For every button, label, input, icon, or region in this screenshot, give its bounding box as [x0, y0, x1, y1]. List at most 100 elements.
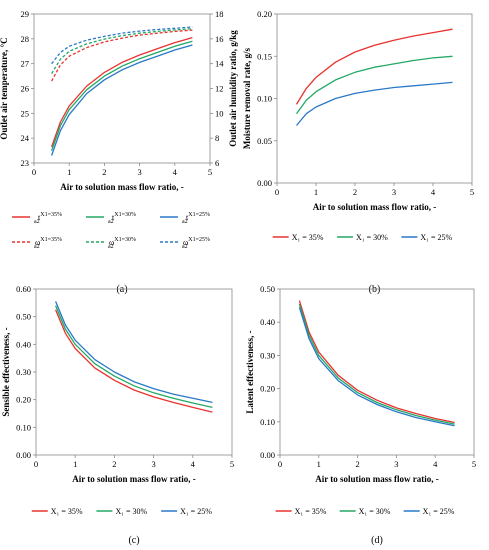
series-line-c-3: [54, 301, 213, 404]
x-tick-label: 5: [472, 459, 476, 469]
legend-label: tX1=25% a2: [182, 212, 210, 225]
x-axis-label: Air to solution mass flow ratio, -: [315, 474, 439, 484]
x-tick-label: 0: [34, 459, 38, 469]
x-tick-label: 3: [151, 459, 155, 469]
x-tick-label: 2: [355, 459, 359, 469]
panel-caption: (c): [128, 535, 139, 546]
y-axis-label: Sensible effectiveness, -: [1, 327, 11, 416]
chart-panel-b: 0 1 2 3 4 5 0.00 0.05 0.10 0.15 0.20 Air to solutio…: [242, 9, 474, 295]
x-tick-label: 0: [32, 167, 36, 177]
plot-area: [35, 288, 233, 456]
series-line-d-3: [298, 307, 455, 427]
y-tick-label: 27: [21, 59, 30, 69]
legend-label: X₁ = 25%: [180, 507, 212, 516]
x-tick-label: 4: [191, 459, 196, 469]
legend-subscript: a2: [34, 219, 40, 225]
x-tick-label: 0: [278, 459, 282, 469]
legend-superscript: X1=35%: [40, 237, 62, 243]
series-line-a-3: [50, 44, 193, 156]
legend-label: X₁ = 35%: [292, 233, 324, 242]
y-axis-label: Outlet air temperature, °C: [0, 37, 9, 139]
y-tick-label: 0.10: [257, 94, 272, 104]
y-tick-label: 28: [21, 34, 30, 44]
series-line-b-3: [295, 81, 453, 126]
x-tick-label: 4: [433, 459, 438, 469]
legend-symbol: ω: [109, 238, 114, 247]
series-line-c-2: [55, 305, 213, 409]
legend-superscript: X1=30%: [114, 212, 136, 218]
legend-symbol: t: [186, 213, 189, 222]
legend-label: X₁ = 30%: [115, 507, 147, 516]
y-tick-label: 0.15: [257, 51, 272, 61]
y2-tick-label: 8: [215, 133, 219, 143]
plot-area: [276, 13, 473, 184]
chart-panel-c: 0 1 2 3 4 5 0.00 0.10 0.20 0.30 0.40 0.50 0.60 Air to…: [1, 284, 234, 546]
x-tick-label: 5: [230, 459, 234, 469]
y-axis-label: Moisture removal rate, g/s: [242, 47, 252, 149]
y-tick-label: 23: [21, 158, 30, 168]
y-tick-label: 0.40: [260, 317, 275, 327]
y-tick-label: 0.00: [260, 450, 275, 460]
series-line-d-2: [298, 303, 455, 425]
y-tick-label: 0.50: [260, 284, 275, 294]
y-tick-label: 0.40: [16, 339, 31, 349]
legend-subscript: a2: [34, 244, 40, 250]
x-tick-label: 1: [67, 167, 71, 177]
y2-tick-label: 12: [215, 84, 224, 94]
legend-symbol: t: [112, 213, 115, 222]
legend-label: ωX1=30% a2: [108, 237, 136, 250]
x-tick-label: 2: [102, 167, 106, 177]
x-axis-label: Air to solution mass flow ratio, -: [72, 474, 196, 484]
series-line-b-1: [295, 28, 453, 105]
series-line-a-4: [51, 29, 193, 82]
y-tick-label: 0.30: [16, 367, 31, 377]
chart-panel-d: 0 1 2 3 4 5 0.00 0.10 0.20 0.30 0.40 0.50 Air to sol…: [245, 284, 476, 546]
legend-label: X₁ = 30%: [356, 233, 388, 242]
legend-symbol: t: [38, 213, 41, 222]
x-tick-label: 4: [431, 187, 436, 197]
series-line-a-2: [50, 40, 193, 151]
y-tick-label: 29: [21, 9, 30, 19]
legend-label: X₁ = 35%: [295, 507, 327, 516]
y2-tick-label: 18: [215, 9, 224, 19]
x-axis-label: Air to solution mass flow ratio, -: [313, 202, 437, 212]
legend-subscript: a2: [108, 244, 114, 250]
series-line-a-5: [51, 28, 193, 74]
legend-symbol: ω: [35, 238, 40, 247]
legend-superscript: X1=25%: [188, 212, 210, 218]
panel-caption: (d): [371, 535, 383, 546]
legend-label: X₁ = 25%: [423, 507, 455, 516]
y2-axis-label: Outlet air humidity ratio, g/kg: [228, 30, 238, 147]
y-tick-label: 0.00: [257, 178, 272, 188]
y-tick-label: 0.10: [16, 422, 31, 432]
legend-subscript: a2: [108, 219, 114, 225]
legend-symbol: ω: [183, 238, 188, 247]
y-axis-label: Latent effectiveness, -: [245, 330, 255, 413]
y-tick-label: 0.30: [260, 350, 275, 360]
x-tick-label: 1: [317, 459, 321, 469]
legend-label: X₁ = 35%: [51, 507, 83, 516]
x-tick-label: 5: [208, 167, 212, 177]
y-tick-label: 0.20: [257, 9, 272, 19]
legend-subscript: a2: [182, 244, 188, 250]
y2-tick-label: 6: [215, 158, 219, 168]
y2-tick-label: 10: [215, 108, 224, 118]
legend-label: tX1=30% a2: [108, 212, 136, 225]
y2-tick-label: 14: [215, 59, 224, 69]
y-tick-label: 0.05: [257, 136, 272, 146]
series-line-d-1: [298, 300, 455, 424]
x-tick-label: 5: [470, 187, 474, 197]
x-tick-label: 4: [173, 167, 178, 177]
y-tick-label: 0.60: [16, 284, 31, 294]
panel-caption: (b): [369, 284, 381, 295]
series-line-b-2: [295, 55, 453, 115]
panel-caption: (a): [116, 284, 127, 295]
x-tick-label: 2: [112, 459, 116, 469]
legend-label: ωX1=25% a2: [182, 237, 210, 250]
series-line-c-1: [55, 309, 213, 413]
y-tick-label: 0.00: [16, 450, 31, 460]
legend-label: X₁ = 25%: [420, 233, 452, 242]
x-tick-label: 3: [394, 459, 398, 469]
y-tick-label: 24: [21, 133, 30, 143]
